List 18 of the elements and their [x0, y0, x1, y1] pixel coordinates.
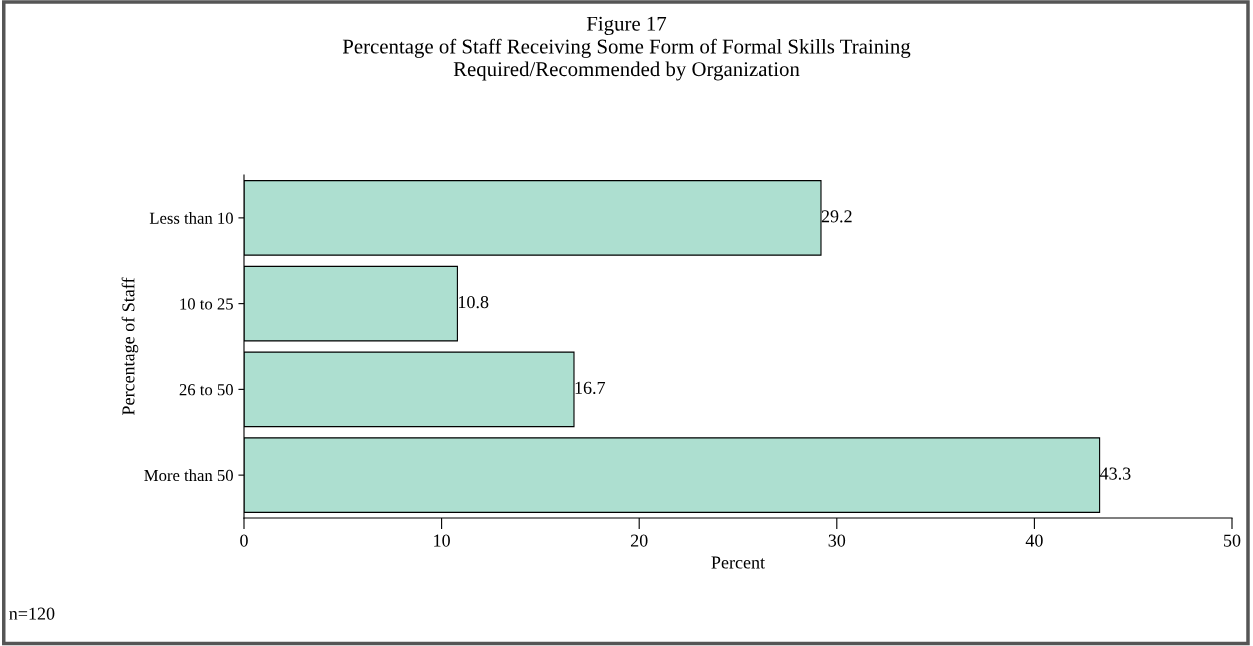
x-tick-label: 0 [240, 534, 248, 547]
y-axis-title: Percentage of Staff [121, 277, 139, 415]
x-tick-label: 10 [434, 534, 450, 547]
data-label: 16.7 [575, 381, 606, 394]
y-tick-label: 26 to 50 [179, 384, 233, 396]
text: n=120 [9, 607, 55, 620]
chart-title: Figure 17 Percentage of Staff Receiving Some Form of Formal Skills Training Required/Recommended by Organization [342, 16, 911, 81]
x-tick-label: 20 [630, 534, 648, 547]
data-label: 29.2 [821, 210, 852, 223]
x-tick-label: 40 [1025, 534, 1043, 547]
y-tick-label: More than 50 [144, 469, 233, 482]
data-label: 10.8 [459, 295, 489, 309]
y-tick-label: 10 to 25 [180, 298, 233, 310]
data-label: 43.3 [1099, 467, 1131, 480]
x-tick-label: 50 [1224, 534, 1241, 547]
x-tick-label: 30 [828, 534, 846, 547]
y-tick-label: Less than 10 [149, 212, 233, 224]
x-axis-title: Percent [711, 556, 765, 569]
